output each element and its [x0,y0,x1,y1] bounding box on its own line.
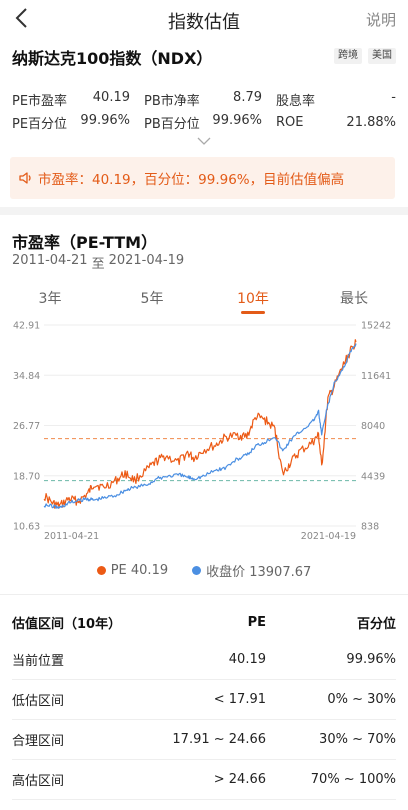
right-tick-label: 8040 [361,421,385,432]
pe-chart[interactable]: 42.91 15242 34.84 11641 26.77 8040 18.70 4439 10… [0,320,408,544]
help-link[interactable]: 说明 [365,11,396,29]
stat-value: 8.79 [233,90,262,105]
stat-label: PB百分位 [144,117,200,132]
header-range: 估值区间（10年） [12,616,122,632]
stat-dividend: 股息率 - [276,90,396,109]
row-percentile: 30% ~ 70% [319,732,396,747]
tab-3y[interactable]: 3年 [38,291,62,307]
tab-10y[interactable]: 10年 [228,288,278,314]
tab-10y-label: 10年 [237,291,269,307]
chevron-down-icon[interactable] [197,137,211,145]
table-header: 估值区间（10年） PE 百分位 [12,604,396,640]
date-sep: 至 [91,257,105,272]
row-pe: > 24.66 [213,772,266,787]
right-tick-label: 11641 [361,371,391,382]
row-pe: 17.91 ~ 24.66 [172,732,266,747]
stat-value: 99.96% [80,113,130,128]
row-pe: < 17.91 [213,692,266,707]
stat-value: 40.19 [92,90,130,105]
table-row: 高估区间 > 24.66 70% ~ 100% [12,760,396,800]
tab-5y[interactable]: 5年 [140,291,164,307]
legend-close[interactable]: 收盘价 13907.67 [192,561,311,580]
stat-label: ROE [276,115,304,130]
left-tick-label: 18.70 [13,471,40,482]
period-tabs: 3年 5年 10年 最长 [0,288,408,318]
stat-roe: ROE 21.88% [276,115,396,130]
section-divider [0,207,408,215]
alert-text: 市盈率：40.19，百分位：99.96%，目前估值偏高 [38,172,345,188]
right-tick-label: 4439 [361,471,385,482]
stats-row: PE百分位 99.96% PB百分位 99.96% ROE 21.88% [12,111,396,134]
index-tags: 跨境 美国 [334,48,396,64]
pe-dot-icon [96,565,106,575]
left-tick-label: 42.91 [13,321,40,332]
stat-label: PE百分位 [12,117,68,132]
close-series-line [43,343,357,509]
row-label: 合理区间 [12,734,65,749]
section-title: 市盈率（PE-TTM） [12,233,158,252]
left-tick-label: 34.84 [13,371,40,382]
stats-row: PE市盈率 40.19 PB市净率 8.79 股息率 - [12,88,396,111]
x-tick-label: 2021-04-19 [301,531,356,542]
stat-pb-percentile: PB百分位 99.96% [144,113,262,132]
chart-legend: PE 40.19 收盘价 13907.67 [0,560,408,580]
stat-value: 21.88% [346,115,396,130]
nav-bar: 指数估值 说明 [0,0,408,38]
pe-series-line [43,339,357,509]
stat-pe-percentile: PE百分位 99.96% [12,113,130,132]
left-tick-label: 10.63 [13,522,40,533]
row-percentile: 99.96% [346,652,396,667]
row-label: 低估区间 [12,694,65,709]
table-row: 低估区间 < 17.91 0% ~ 30% [12,680,396,720]
tag-country: 美国 [368,48,396,64]
stat-pb: PB市净率 8.79 [144,90,262,109]
date-start: 2011-04-21 [12,253,88,268]
left-tick-label: 26.77 [13,421,40,432]
page-title: 指数估值 [168,12,240,33]
stat-label: 股息率 [276,94,316,109]
legend-pe[interactable]: PE 40.19 [96,562,169,578]
valuation-table: 估值区间（10年） PE 百分位 当前位置 40.19 99.96% 低估区间 … [12,604,396,800]
stat-value: 99.96% [212,113,262,128]
table-row: 当前位置 40.19 99.96% [12,640,396,680]
right-tick-label: 15242 [361,321,391,332]
index-name: 纳斯达克100指数（NDX） [12,49,213,68]
table-row: 合理区间 17.91 ~ 24.66 30% ~ 70% [12,720,396,760]
row-percentile: 0% ~ 30% [327,692,396,707]
stats-grid: PE市盈率 40.19 PB市净率 8.79 股息率 - PE百分位 99.96% PB… [12,88,396,134]
row-label: 当前位置 [12,654,65,669]
speaker-icon [19,172,31,184]
right-tick-label: 838 [361,522,379,533]
close-dot-icon [192,565,202,575]
row-pe: 40.19 [228,652,266,667]
stat-pe: PE市盈率 40.19 [12,90,130,109]
stat-label: PE市盈率 [12,94,68,109]
stat-value: - [391,90,396,105]
active-tab-indicator [241,311,265,314]
tag-cross-border: 跨境 [334,48,362,64]
row-percentile: 70% ~ 100% [310,772,396,787]
date-range: 2011-04-21 至 2021-04-19 [12,253,184,272]
header-percentile: 百分位 [356,616,396,632]
valuation-alert: 市盈率：40.19，百分位：99.96%，目前估值偏高 [10,157,395,199]
legend-pe-label: PE 40.19 [110,562,169,578]
table-divider [0,594,408,595]
row-label: 高估区间 [12,774,65,789]
stat-label: PB市净率 [144,94,200,109]
legend-close-label: 收盘价 13907.67 [206,564,312,580]
tab-max[interactable]: 最长 [340,291,368,307]
date-end: 2021-04-19 [108,253,185,268]
x-tick-label: 2011-04-21 [44,531,99,542]
header-pe: PE [247,614,266,630]
back-arrow-icon[interactable] [12,6,32,30]
